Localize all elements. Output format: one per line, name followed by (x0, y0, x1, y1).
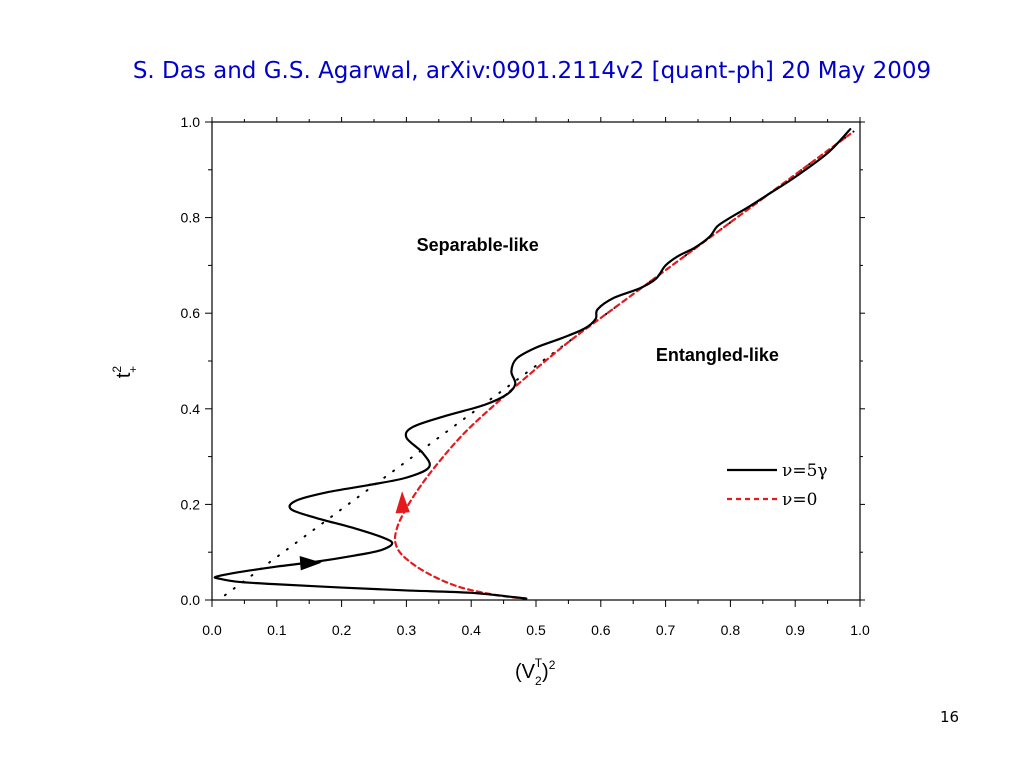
y-tick-label: 0.8 (181, 210, 201, 226)
x-tick-label: 0.0 (202, 622, 222, 638)
y-axis-title: t2 + (110, 366, 140, 379)
legend: ν=5γ ν=0 (727, 461, 828, 510)
x-tick-label: 0.1 (267, 622, 287, 638)
x-tick-label: 0.5 (526, 622, 546, 638)
x-tick-label: 1.0 (850, 622, 870, 638)
series-line-nu-5gamma (213, 128, 852, 600)
annotation-entangled-like: Entangled-like (656, 345, 779, 365)
annotations: Separable-like Entangled-like (417, 235, 779, 365)
x-tick-label: 0.4 (461, 622, 481, 638)
y-axis-title-group: t2 + (110, 366, 140, 379)
x-tick-label: 0.3 (397, 622, 417, 638)
x-tick-label: 0.2 (332, 622, 352, 638)
annotation-separable-like: Separable-like (417, 235, 539, 255)
axis-titles: (V2T)2 t2 + (110, 366, 556, 688)
direction-arrow (395, 491, 410, 514)
legend-label: ν=0 (782, 490, 817, 510)
y-tick-label: 0.2 (181, 496, 201, 512)
x-tick-label: 0.7 (656, 622, 676, 638)
x-tick-label: 0.6 (591, 622, 611, 638)
y-tick-label: 1.0 (181, 114, 201, 130)
x-tick-label: 0.8 (721, 622, 741, 638)
y-tick-label: 0.0 (181, 592, 201, 608)
direction-arrow (299, 555, 322, 571)
x-axis-title: (V2T)2 (515, 656, 556, 688)
axis-ticks: 0.0 0.1 0.2 0.3 0.4 0.5 0.6 0.7 0.8 0.9 1.0 0.0 0.2 0… (181, 114, 870, 638)
y-tick-label: 0.6 (181, 305, 201, 321)
chart: 0.0 0.1 0.2 0.3 0.4 0.5 0.6 0.7 0.8 0.9 1.0 0.0 0.2 0… (110, 114, 870, 688)
y-tick-label: 0.4 (181, 401, 201, 417)
series-layer (213, 128, 855, 600)
legend-label: ν=5γ (782, 461, 828, 481)
slide-title: S. Das and G.S. Agarwal, arXiv:0901.2114… (132, 58, 932, 84)
series-line-nu-0 (393, 132, 852, 600)
page-number: 16 (940, 708, 960, 726)
x-tick-label: 0.9 (785, 622, 805, 638)
